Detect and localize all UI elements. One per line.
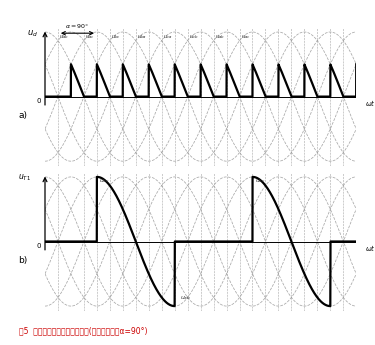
Text: $u_{ab}$: $u_{ab}$ [180,294,191,302]
Text: $u_{bc}$: $u_{bc}$ [111,33,121,41]
Text: $\omega t$: $\omega t$ [365,243,375,253]
Text: $u_{ac}$: $u_{ac}$ [85,33,95,41]
Text: $u_{ab}$: $u_{ab}$ [215,33,225,41]
Text: a): a) [18,111,27,120]
Text: b): b) [18,256,27,265]
Text: $\omega t$: $\omega t$ [365,98,375,108]
Text: $u_d$: $u_d$ [27,28,38,39]
Text: $u_{cb}$: $u_{cb}$ [189,33,199,41]
Text: $u_{ac}$: $u_{ac}$ [99,178,110,186]
Text: 0: 0 [36,243,41,249]
Text: $u_{ab}$: $u_{ab}$ [59,33,69,41]
Text: $\alpha=90°$: $\alpha=90°$ [65,22,90,30]
Text: $u_{ac}$: $u_{ac}$ [255,178,266,186]
Text: $u_{ca}$: $u_{ca}$ [163,33,172,41]
Text: $u_{ba}$: $u_{ba}$ [137,33,147,41]
Text: $u_{T1}$: $u_{T1}$ [18,173,32,184]
Text: 图5  三相桥式全控整流电路波形(电阻性负载，α=90°): 图5 三相桥式全控整流电路波形(电阻性负载，α=90°) [19,326,147,335]
Text: 0: 0 [36,98,41,104]
Text: $u_{ac}$: $u_{ac}$ [241,33,251,41]
